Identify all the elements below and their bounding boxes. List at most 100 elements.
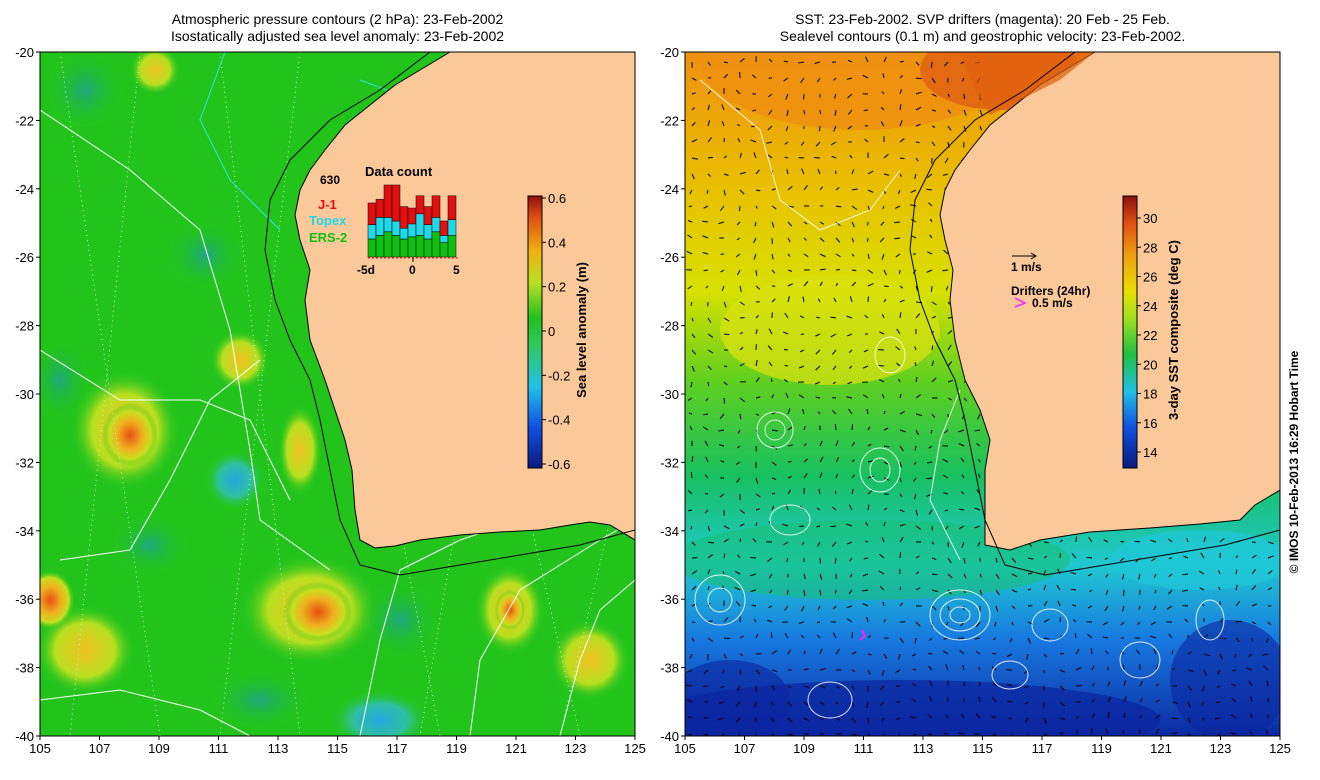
velocity-vector [977, 473, 981, 479]
velocity-vector [992, 680, 997, 687]
data-count-inset: Data count 630 J-1 Topex ERS-2 -5d 0 5 [309, 164, 460, 277]
right-lat-tick--36: -36 [660, 592, 679, 607]
velocity-vector [1202, 717, 1205, 722]
velocity-vector [782, 331, 789, 335]
velocity-vector [851, 701, 855, 708]
velocity-vector [976, 443, 981, 447]
velocity-vector [723, 653, 727, 659]
velocity-vector [691, 107, 695, 111]
velocity-vector [687, 285, 693, 290]
velocity-vector [1059, 685, 1065, 691]
velocity-vector [1071, 553, 1077, 559]
velocity-vector [894, 221, 901, 224]
velocity-vector [1263, 665, 1269, 671]
velocity-vector [723, 637, 730, 640]
velocity-vector [755, 669, 761, 675]
velocity-vector [1043, 618, 1050, 623]
velocity-vector [1251, 554, 1257, 559]
velocity-vector [880, 106, 885, 111]
velocity-vector [866, 616, 869, 623]
velocity-vector [835, 701, 839, 705]
velocity-vector [1215, 701, 1221, 703]
velocity-vector [691, 92, 696, 95]
velocity-vector [1011, 605, 1016, 609]
velocity-vector [1168, 589, 1173, 595]
left-lon-tick-121: 121 [505, 741, 527, 756]
velocity-vector [739, 346, 744, 351]
velocity-vector [1104, 557, 1109, 560]
velocity-vector [962, 664, 965, 671]
velocity-vector [963, 125, 967, 132]
velocity-vector [689, 653, 693, 660]
velocity-vector [1155, 665, 1159, 671]
velocity-vector [897, 653, 901, 660]
velocity-vector [851, 717, 856, 724]
velocity-legend: 1 m/s Drifters (24hr) 0.5 m/s [1011, 252, 1090, 310]
velocity-vector [915, 61, 920, 66]
velocity-vector [866, 237, 869, 242]
velocity-vector [755, 634, 759, 639]
velocity-vector [768, 573, 773, 579]
velocity-vector [928, 652, 933, 655]
velocity-vector [1043, 669, 1046, 674]
velocity-vector [1155, 683, 1160, 687]
velocity-vector [816, 621, 821, 624]
sst-colorbar-tick-18: 18 [1143, 387, 1157, 402]
velocity-vector [786, 557, 789, 563]
velocity-vector [881, 537, 885, 543]
sst-colorbar-tick-30: 30 [1143, 211, 1157, 226]
velocity-vector [768, 328, 773, 335]
velocity-vector [1246, 667, 1253, 671]
velocity-vector [819, 667, 826, 671]
velocity-vector [882, 601, 885, 607]
velocity-vector [867, 189, 874, 193]
velocity-vector [1056, 584, 1061, 591]
velocity-vector [831, 541, 837, 547]
velocity-vector [847, 59, 853, 63]
sla-colorbar-tick-0.2: 0.2 [548, 280, 566, 295]
velocity-vector [915, 587, 921, 591]
velocity-vector [721, 733, 725, 736]
sla-colorbar-tick--0.4: -0.4 [548, 413, 570, 428]
velocity-vector [883, 298, 887, 303]
velocity-vector [994, 621, 997, 627]
velocity-vector [880, 221, 885, 226]
velocity-vector [1087, 633, 1093, 639]
velocity-vector [786, 169, 789, 175]
velocity-vector [833, 125, 837, 132]
velocity-vector [1087, 605, 1093, 609]
velocity-vector [1168, 538, 1173, 543]
velocity-vector [930, 285, 933, 292]
velocity-vector [881, 314, 885, 319]
inset-xtick-2: 5 [453, 263, 460, 277]
velocity-vector [784, 632, 789, 639]
velocity-vector [686, 684, 693, 687]
velocity-vector [719, 413, 725, 419]
velocity-vector [899, 312, 902, 319]
velocity-vector [707, 333, 714, 338]
velocity-vector [849, 557, 853, 562]
velocity-vector [819, 221, 825, 225]
velocity-vector [1234, 653, 1237, 658]
velocity-vector [963, 93, 966, 100]
velocity-vector [931, 109, 937, 112]
velocity-vector [879, 553, 885, 559]
velocity-vector [1043, 653, 1048, 658]
left-lat-tick--24: -24 [15, 182, 34, 197]
velocity-vector [1075, 729, 1079, 735]
velocity-vector [750, 139, 757, 143]
velocity-vector [771, 253, 774, 260]
velocity-vector [864, 540, 869, 543]
velocity-vector [913, 477, 917, 482]
left-lon-tick-105: 105 [29, 741, 51, 756]
velocity-vector [979, 109, 983, 116]
velocity-vector [723, 317, 730, 322]
velocity-vector [1024, 701, 1029, 705]
velocity-vector [704, 474, 709, 479]
velocity-vector [737, 445, 741, 449]
velocity-vector [739, 285, 742, 292]
velocity-vector [851, 733, 858, 736]
velocity-vector [883, 619, 887, 623]
velocity-vector [834, 589, 837, 594]
velocity-vector [755, 315, 759, 319]
